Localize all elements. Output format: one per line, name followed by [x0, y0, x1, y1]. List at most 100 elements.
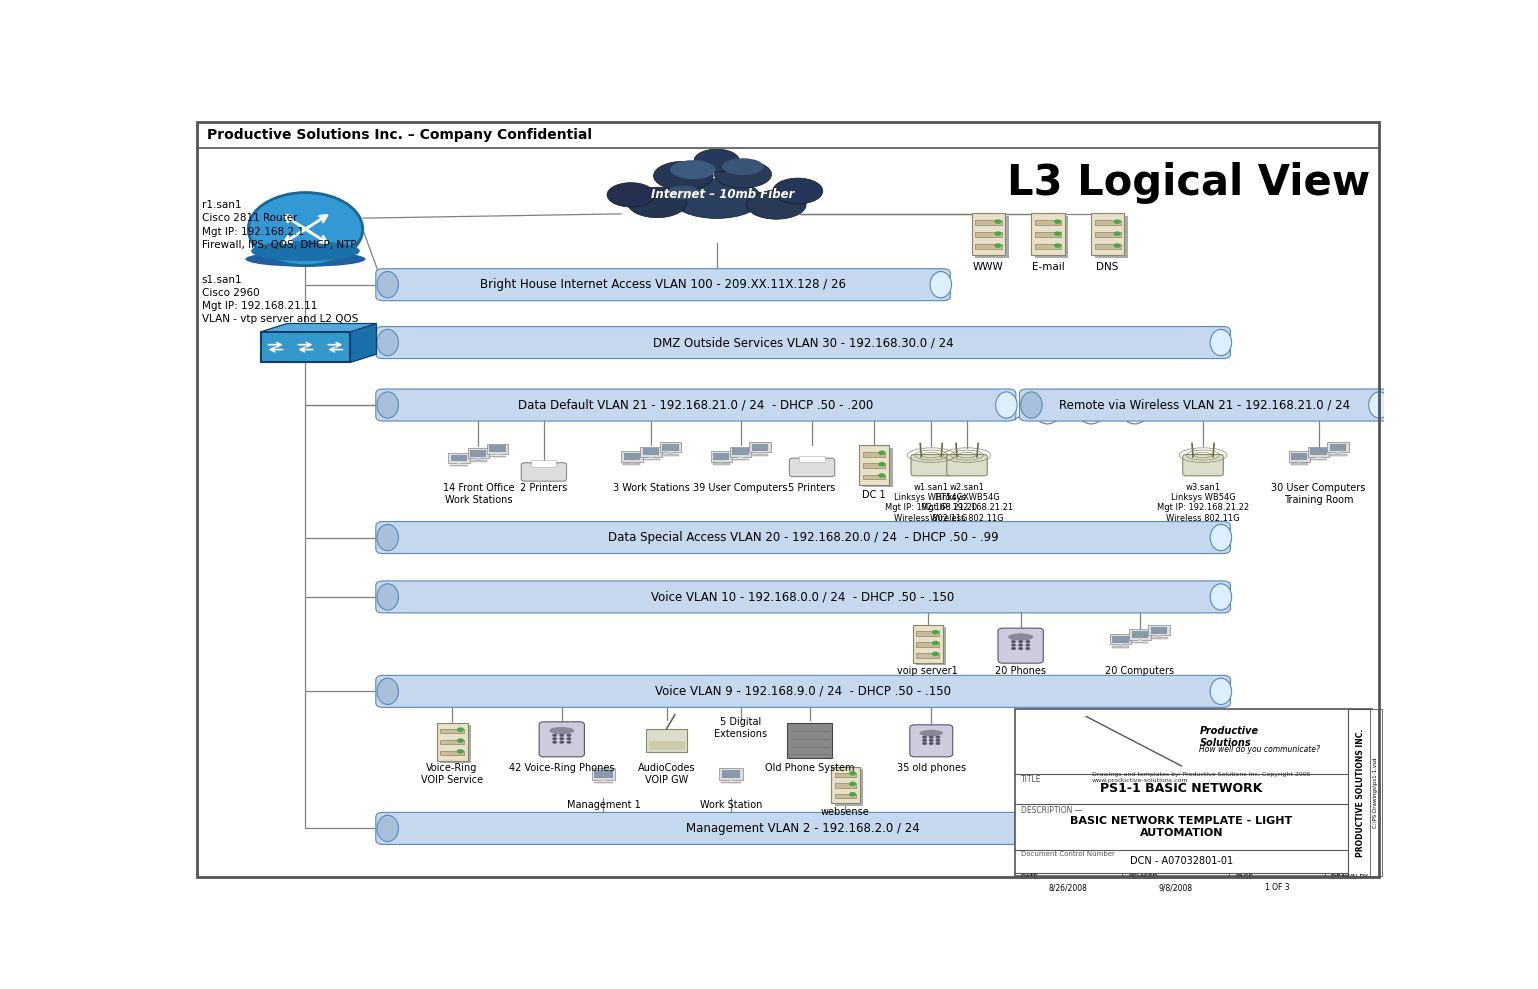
FancyBboxPatch shape	[1112, 646, 1129, 648]
Ellipse shape	[549, 727, 574, 734]
Circle shape	[552, 741, 557, 744]
Circle shape	[248, 193, 363, 266]
FancyBboxPatch shape	[640, 447, 661, 457]
FancyBboxPatch shape	[477, 458, 480, 460]
Text: Productive Solutions Inc. – Company Confidential: Productive Solutions Inc. – Company Conf…	[206, 129, 592, 142]
Circle shape	[935, 736, 940, 739]
Ellipse shape	[721, 158, 764, 175]
Ellipse shape	[608, 183, 655, 207]
Text: How well do you communicate?: How well do you communicate?	[1200, 745, 1321, 754]
FancyBboxPatch shape	[495, 454, 500, 455]
Text: Productive
Solutions: Productive Solutions	[1200, 726, 1258, 748]
FancyBboxPatch shape	[1310, 459, 1327, 460]
Text: E-mail: E-mail	[1032, 262, 1064, 272]
Text: Voice VLAN 9 - 192.168.9.0 / 24  - DHCP .50 - .150: Voice VLAN 9 - 192.168.9.0 / 24 - DHCP .…	[655, 684, 950, 698]
Circle shape	[995, 220, 1001, 224]
FancyBboxPatch shape	[1317, 457, 1321, 458]
FancyBboxPatch shape	[592, 768, 615, 779]
Circle shape	[849, 781, 857, 786]
FancyBboxPatch shape	[749, 442, 771, 452]
Ellipse shape	[672, 179, 761, 219]
FancyBboxPatch shape	[975, 244, 1001, 249]
Text: Internet – 10mb Fiber: Internet – 10mb Fiber	[651, 188, 794, 202]
Text: w1.san1
Linksys WRT54GX
Mgt IP: 192.168.21.20
Wireless 802.11G: w1.san1 Linksys WRT54GX Mgt IP: 192.168.…	[886, 483, 977, 523]
FancyBboxPatch shape	[751, 454, 769, 456]
Ellipse shape	[377, 584, 398, 610]
FancyBboxPatch shape	[440, 751, 464, 756]
FancyBboxPatch shape	[721, 770, 740, 778]
Circle shape	[566, 741, 571, 744]
Text: Remote via Wireless VLAN 21 - 192.168.21.0 / 24: Remote via Wireless VLAN 21 - 192.168.21…	[1058, 399, 1350, 411]
Circle shape	[932, 630, 940, 635]
Text: websense: websense	[821, 807, 871, 817]
Circle shape	[1010, 640, 1017, 643]
FancyBboxPatch shape	[910, 455, 952, 476]
FancyBboxPatch shape	[643, 448, 660, 455]
FancyBboxPatch shape	[531, 460, 557, 467]
FancyBboxPatch shape	[488, 444, 509, 454]
FancyBboxPatch shape	[1183, 455, 1223, 476]
FancyBboxPatch shape	[835, 772, 857, 777]
Circle shape	[878, 451, 886, 455]
Ellipse shape	[377, 272, 398, 298]
Text: 20 Computers: 20 Computers	[1106, 667, 1175, 676]
Ellipse shape	[1210, 815, 1232, 842]
FancyBboxPatch shape	[440, 729, 464, 734]
FancyBboxPatch shape	[661, 454, 680, 456]
FancyBboxPatch shape	[1032, 214, 1064, 255]
Circle shape	[935, 739, 940, 742]
Circle shape	[552, 734, 557, 737]
FancyBboxPatch shape	[1310, 448, 1327, 455]
FancyBboxPatch shape	[261, 332, 351, 362]
Text: DRAWN BY: DRAWN BY	[1330, 874, 1367, 880]
Text: DCN - A07032801-01: DCN - A07032801-01	[1130, 856, 1233, 866]
FancyBboxPatch shape	[1138, 640, 1143, 641]
FancyBboxPatch shape	[975, 221, 1001, 225]
FancyBboxPatch shape	[1095, 232, 1121, 237]
Text: 35 old phones: 35 old phones	[897, 763, 966, 773]
FancyBboxPatch shape	[1150, 637, 1167, 639]
Text: w3.san1
Linksys WB54G
Mgt IP: 192.168.21.22
Wireless 802.11G: w3.san1 Linksys WB54G Mgt IP: 192.168.21…	[1157, 483, 1249, 523]
FancyBboxPatch shape	[863, 475, 886, 480]
FancyBboxPatch shape	[1289, 451, 1310, 462]
FancyBboxPatch shape	[1329, 454, 1347, 456]
Ellipse shape	[1210, 678, 1232, 704]
Circle shape	[1114, 220, 1121, 224]
FancyBboxPatch shape	[721, 781, 741, 783]
Ellipse shape	[746, 190, 806, 220]
Ellipse shape	[1210, 584, 1232, 610]
Circle shape	[566, 734, 571, 737]
Text: 42 Voice-Ring Phones: 42 Voice-Ring Phones	[509, 763, 615, 773]
FancyBboxPatch shape	[711, 451, 732, 462]
Text: Management 1: Management 1	[566, 800, 640, 810]
Text: s1.san1
Cisco 2960
Mgt IP: 192.168.21.11
VLAN - vtp server and L2 QOS: s1.san1 Cisco 2960 Mgt IP: 192.168.21.11…	[201, 275, 358, 324]
Text: 39 User Computers: 39 User Computers	[694, 484, 787, 494]
FancyBboxPatch shape	[835, 769, 863, 806]
FancyBboxPatch shape	[1110, 634, 1132, 644]
FancyBboxPatch shape	[471, 450, 486, 457]
FancyBboxPatch shape	[375, 581, 1230, 613]
FancyBboxPatch shape	[521, 463, 566, 482]
Ellipse shape	[251, 241, 360, 261]
Ellipse shape	[1369, 392, 1390, 418]
Circle shape	[849, 771, 857, 775]
FancyBboxPatch shape	[712, 463, 731, 465]
Text: Old Phone System: Old Phone System	[764, 763, 855, 773]
FancyBboxPatch shape	[1149, 625, 1170, 635]
Circle shape	[1114, 231, 1121, 236]
Ellipse shape	[714, 160, 772, 188]
Circle shape	[1018, 640, 1023, 643]
FancyBboxPatch shape	[1015, 709, 1372, 876]
FancyBboxPatch shape	[375, 389, 1017, 421]
Ellipse shape	[654, 161, 714, 190]
Circle shape	[878, 462, 886, 467]
Circle shape	[1114, 243, 1121, 248]
Text: WWW: WWW	[974, 262, 1004, 272]
Ellipse shape	[1210, 329, 1232, 356]
FancyBboxPatch shape	[623, 463, 640, 465]
Circle shape	[560, 734, 564, 737]
FancyBboxPatch shape	[917, 642, 940, 647]
FancyBboxPatch shape	[375, 812, 1230, 845]
Circle shape	[457, 749, 464, 754]
Ellipse shape	[930, 272, 952, 298]
